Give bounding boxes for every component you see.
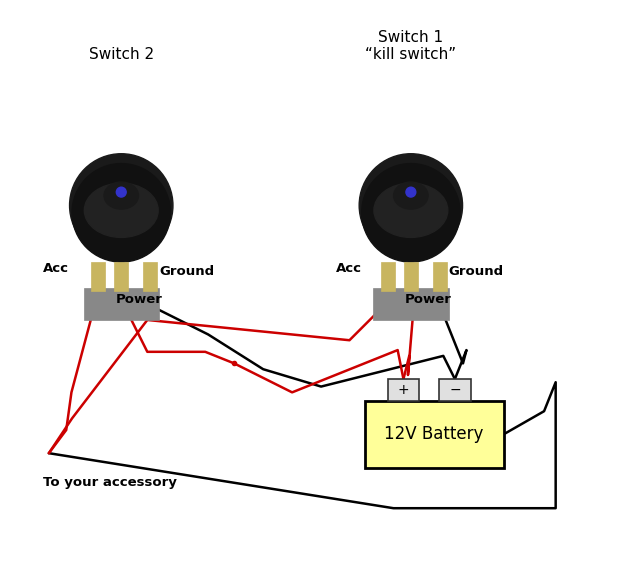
Text: +: + xyxy=(397,383,409,397)
Text: Power: Power xyxy=(116,293,162,307)
Bar xyxy=(115,261,128,290)
Text: Switch 1
“kill switch”: Switch 1 “kill switch” xyxy=(365,30,456,62)
Text: 12V Battery: 12V Battery xyxy=(384,425,483,443)
Ellipse shape xyxy=(394,182,428,209)
Text: Ground: Ground xyxy=(449,264,504,278)
Text: Power: Power xyxy=(405,293,452,307)
Circle shape xyxy=(361,164,460,262)
Bar xyxy=(387,379,420,401)
Ellipse shape xyxy=(104,182,139,209)
Bar xyxy=(433,261,447,290)
Ellipse shape xyxy=(84,183,158,237)
Bar xyxy=(84,288,159,320)
Text: Acc: Acc xyxy=(43,261,69,275)
Text: Switch 2: Switch 2 xyxy=(89,47,154,62)
Circle shape xyxy=(116,187,126,197)
Circle shape xyxy=(72,164,170,262)
Bar xyxy=(143,261,157,290)
Text: Ground: Ground xyxy=(159,264,214,278)
Circle shape xyxy=(69,154,173,257)
Text: −: − xyxy=(449,383,461,397)
Bar xyxy=(381,261,395,290)
Circle shape xyxy=(406,187,416,197)
Bar xyxy=(373,288,449,320)
Circle shape xyxy=(359,154,462,257)
Text: To your accessory: To your accessory xyxy=(43,475,177,489)
Bar xyxy=(91,261,105,290)
Text: Acc: Acc xyxy=(335,261,361,275)
Ellipse shape xyxy=(374,183,448,237)
Bar xyxy=(404,261,418,290)
Bar xyxy=(439,379,471,401)
FancyBboxPatch shape xyxy=(365,401,503,468)
